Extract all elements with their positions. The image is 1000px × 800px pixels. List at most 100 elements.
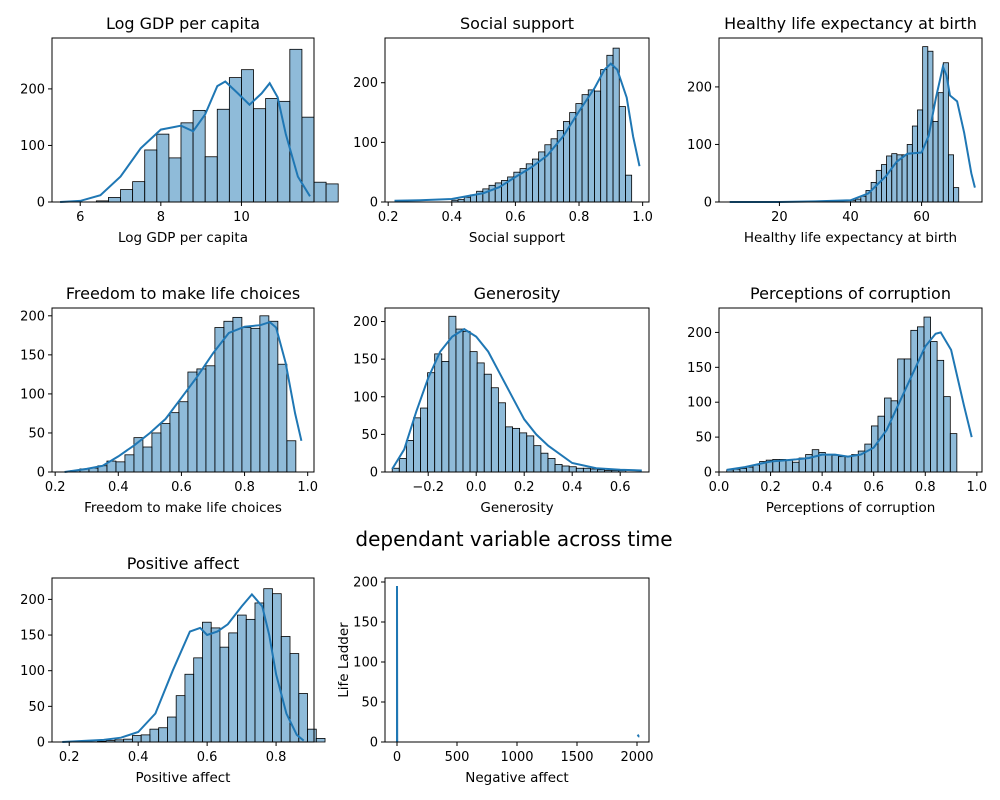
x-tick-label: 0.6 <box>171 480 192 495</box>
histogram-bar <box>253 108 267 203</box>
histogram-bar <box>140 734 151 743</box>
y-tick-label: 0 <box>37 466 45 481</box>
histogram-bar <box>204 156 218 203</box>
histogram-bar <box>625 174 633 203</box>
histogram-bar <box>792 461 800 473</box>
histogram-bar <box>151 432 162 473</box>
x-tick-label: −0.2 <box>412 480 444 495</box>
histogram-bar <box>413 417 421 473</box>
histogram-bar <box>156 133 170 203</box>
histogram-bar <box>216 108 230 203</box>
x-axis-label: Generosity <box>480 500 553 516</box>
x-tick-label: 20 <box>771 210 788 225</box>
histogram-bar <box>594 90 602 203</box>
x-tick-label: 0.0 <box>709 480 730 495</box>
histogram-bar <box>434 353 443 473</box>
subplot-5: −0.2 0.0 0.2 0.4 0.6 0 50 100 150 200 Generosity Ge… <box>353 284 650 516</box>
kde-curve <box>391 327 642 472</box>
axes-frame <box>384 37 650 203</box>
histogram-bar <box>250 327 261 473</box>
y-tick-label: 150 <box>353 616 378 631</box>
histogram-bar <box>120 189 134 203</box>
histogram-bar <box>241 327 252 473</box>
x-axis-label: Log GDP per capita <box>118 230 248 246</box>
histogram-bar <box>953 187 960 203</box>
histogram-bar <box>277 363 288 473</box>
x-tick-label: 40 <box>842 210 859 225</box>
histogram-bar <box>245 618 256 743</box>
figure-suptitle: dependant variable across time <box>355 527 672 551</box>
histogram-bar <box>568 466 577 473</box>
histogram-bar <box>202 621 212 743</box>
histogram-bar <box>798 457 807 473</box>
histogram-bar <box>277 100 291 203</box>
x-tick-label: 0.6 <box>197 750 218 765</box>
histogram-bar <box>922 46 929 203</box>
histogram-bar <box>903 358 912 473</box>
histogram-bar <box>441 361 450 473</box>
y-tick-label: 50 <box>361 696 378 711</box>
x-tick-label: 0.8 <box>569 210 590 225</box>
histogram-bar <box>108 197 121 203</box>
histogram-bar <box>575 103 583 203</box>
x-axis-label: Freedom to make life choices <box>84 500 282 516</box>
panel-title: Generosity <box>474 284 561 303</box>
histogram-bar <box>838 456 846 473</box>
histogram-bar <box>210 627 221 743</box>
y-tick-label: 0 <box>370 196 378 211</box>
x-tick-label: 0.4 <box>812 480 833 495</box>
histogram-bar <box>575 467 584 473</box>
histogram-bar <box>917 326 925 473</box>
histogram-bar <box>930 341 938 473</box>
x-tick-label: 0.6 <box>863 480 884 495</box>
histogram-bar <box>205 365 216 473</box>
histogram-bar <box>286 440 297 473</box>
x-tick-label: 0.0 <box>466 480 487 495</box>
y-tick-label: 0 <box>37 196 45 211</box>
histogram-bar <box>851 454 859 473</box>
histogram-bar <box>398 458 407 473</box>
histogram-bar <box>547 458 556 473</box>
histogram-bar <box>169 412 180 473</box>
kde-curve <box>62 592 305 743</box>
histogram-bar <box>505 426 513 473</box>
y-tick-label: 100 <box>20 387 45 402</box>
histogram-bar <box>219 646 230 743</box>
y-tick-label: 200 <box>20 82 45 97</box>
histogram-bar <box>168 157 182 203</box>
histogram-bar <box>315 738 326 743</box>
y-tick-label: 200 <box>20 309 45 324</box>
y-tick-label: 150 <box>687 361 712 376</box>
histogram-bar <box>844 456 853 473</box>
histogram-bar <box>901 154 908 203</box>
x-tick-label: 0.2 <box>378 210 399 225</box>
axes-frame <box>51 37 315 203</box>
histogram-bar <box>263 588 273 743</box>
histogram-bar <box>476 362 485 473</box>
histogram-bar <box>232 316 243 473</box>
histogram-bar <box>917 109 924 203</box>
kde-curve <box>726 331 973 471</box>
y-tick-label: 100 <box>687 138 712 153</box>
x-tick-label: 0.8 <box>234 480 255 495</box>
y-tick-label: 100 <box>353 136 378 151</box>
histogram-bar <box>600 69 608 203</box>
y-tick-label: 100 <box>687 396 712 411</box>
histogram-bar <box>420 407 428 473</box>
histogram-bar <box>606 54 614 203</box>
axes-frame <box>384 307 650 473</box>
histogram-bar <box>307 728 317 743</box>
histogram-bar <box>519 432 528 473</box>
histogram-bar <box>254 602 265 743</box>
histogram-bar <box>561 465 570 473</box>
histogram-bar <box>948 154 954 203</box>
x-tick-label: 1500 <box>560 750 593 765</box>
y-tick-label: 100 <box>353 656 378 671</box>
y-tick-label: 200 <box>353 76 378 91</box>
histogram-bar <box>237 614 247 743</box>
x-axis-label: Social support <box>469 230 565 246</box>
y-tick-label: 0 <box>370 736 378 751</box>
histogram-bar <box>265 98 279 203</box>
